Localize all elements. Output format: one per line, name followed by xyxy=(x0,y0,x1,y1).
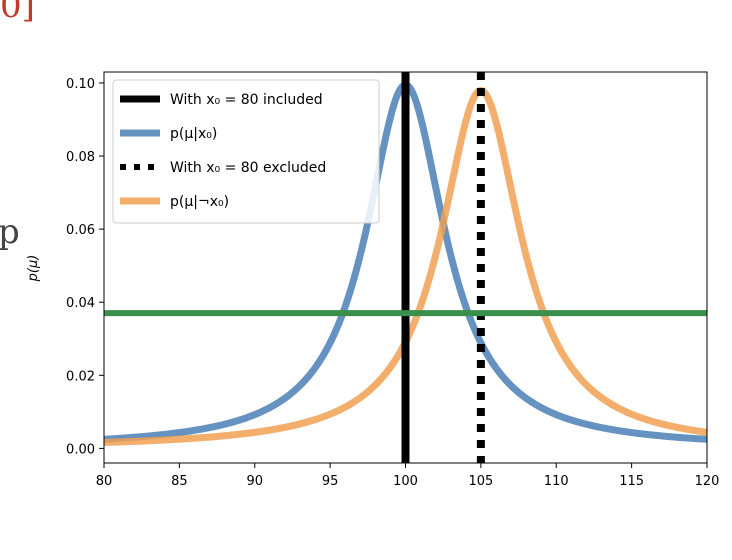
page-fragment-left: p xyxy=(0,212,20,252)
x-tick-label: 105 xyxy=(468,474,493,489)
legend-label: p(μ|x₀) xyxy=(170,126,217,142)
x-tick-label: 100 xyxy=(393,474,418,489)
y-tick-label: 0.02 xyxy=(66,369,95,384)
y-tick-label: 0.00 xyxy=(66,442,95,457)
y-axis-label: p(μ) xyxy=(26,255,41,283)
legend-label: With x₀ = 80 excluded xyxy=(170,160,326,176)
y-axis: 0.00 0.02 0.04 0.06 0.08 0.10 xyxy=(66,77,104,457)
legend-label: With x₀ = 80 included xyxy=(170,92,323,108)
x-tick-label: 110 xyxy=(544,474,569,489)
x-tick-label: 115 xyxy=(619,474,644,489)
legend-label: p(μ|¬x₀) xyxy=(170,194,229,210)
x-tick-label: 90 xyxy=(246,474,263,489)
x-tick-label: 120 xyxy=(695,474,720,489)
legend: With x₀ = 80 included p(μ|x₀) With x₀ = 80… xyxy=(112,79,380,224)
x-tick-label: 85 xyxy=(171,474,188,489)
y-tick-label: 0.06 xyxy=(66,223,95,238)
x-axis: 80 85 90 95 100 105 110 115 120 xyxy=(96,463,720,489)
plot-area xyxy=(104,72,707,463)
y-tick-label: 0.04 xyxy=(66,296,95,311)
x-tick-label: 95 xyxy=(322,474,339,489)
y-tick-label: 0.10 xyxy=(66,77,95,92)
legend-box xyxy=(112,79,380,224)
y-tick-label: 0.08 xyxy=(66,150,95,165)
page-fragment-top: 0] xyxy=(0,0,35,26)
x-tick-label: 80 xyxy=(96,474,113,489)
